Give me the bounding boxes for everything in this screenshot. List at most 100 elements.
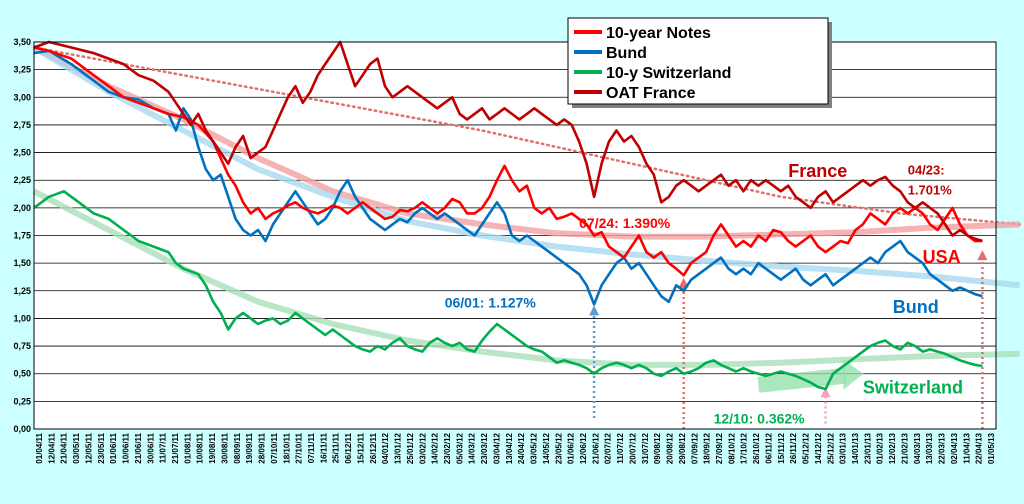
trendline-10-year-notes [32,44,1020,240]
x-tick-label: 07/10/11 [270,432,279,463]
y-tick-label: 0,00 [13,424,31,434]
y-tick-label: 2,50 [13,148,31,158]
annotation-label: USA [923,247,961,267]
annotations: France 04/23: 1.701% 07/24: 1.390% USA 06/01:… [445,161,963,427]
series-line-bund [33,49,983,306]
x-tick-label: 28/09/11 [258,432,267,463]
y-tick-label: 0,75 [13,341,31,351]
y-tick-label: 2,25 [13,175,31,185]
x-tick-label: 17/10/12 [740,432,749,464]
x-tick-label: 12/06/12 [579,432,588,464]
x-tick-label: 29/08/12 [678,432,687,464]
x-axis-ticks: 01/04/11 12/04/11 21/04/11 03/05/11 12/05/11… [35,432,996,464]
series-line-10-year-notes [33,46,983,277]
x-tick-label: 07/09/12 [690,432,699,464]
x-tick-label: 03/05/11 [72,432,81,463]
x-tick-label: 13/01/12 [394,432,403,464]
x-tick-label: 18/10/11 [282,432,291,463]
x-tick-label: 09/08/12 [653,432,662,464]
y-tick-label: 3,00 [13,92,31,102]
x-tick-label: 21/07/11 [171,432,180,463]
x-tick-label: 20/07/12 [629,432,638,464]
y-tick-label: 1,50 [13,258,31,268]
x-tick-label: 08/09/11 [233,432,242,463]
x-tick-label: 12/05/11 [85,432,94,463]
x-tick-label: 05/12/12 [802,432,811,464]
x-tick-label: 25/12/12 [826,432,835,464]
legend-entry: Bund [606,45,647,62]
legend: 10-year Notes Bund 10-y Switzerland OAT Fra… [567,17,832,108]
x-tick-label: 14/03/12 [468,432,477,464]
x-tick-label: 04/03/13 [913,432,922,464]
dotted-markers [589,250,988,429]
plot-border [33,41,997,430]
x-tick-label: 15/11/12 [777,432,786,463]
x-tick-label: 11/07/12 [616,432,625,463]
x-tick-label: 14/02/12 [431,432,440,464]
y-axis-ticks: 0,00 0,25 0,50 0,75 1,00 1,25 1,50 1,75 2,00 2,25… [13,37,31,434]
y-tick-label: 3,25 [13,65,31,75]
x-tick-label: 08/10/12 [727,432,736,464]
marker-arrowhead [589,305,600,316]
legend-entry: 10-year Notes [606,25,711,42]
x-tick-label: 11/07/11 [159,432,168,463]
x-tick-label: 21/06/12 [591,432,600,464]
x-tick-label: 15/12/11 [357,432,366,463]
x-tick-label: 14/05/12 [542,432,551,464]
x-tick-label: 19/09/11 [245,432,254,463]
x-tick-label: 04/01/12 [381,432,390,464]
x-tick-label: 23/05/11 [97,432,106,463]
x-tick-label: 11/04/13 [962,432,971,463]
y-tick-label: 2,75 [13,120,31,130]
x-tick-label: 26/12/11 [369,432,378,463]
x-tick-label: 25/11/11 [332,432,341,463]
x-tick-label: 02/04/13 [950,432,959,464]
annotation-label: France [788,161,847,181]
x-tick-label: 03/05/12 [530,432,539,464]
x-tick-label: 01/04/11 [35,432,44,463]
annotation-label: 04/23: [908,163,945,178]
x-tick-label: 30/08/11 [221,432,230,463]
x-tick-label: 23/02/12 [443,432,452,464]
x-tick-label: 21/02/13 [901,432,910,464]
legend-entry: OAT France [606,85,696,102]
x-tick-label: 23/03/12 [480,432,489,464]
y-tick-label: 1,25 [13,286,31,296]
x-tick-label: 21/06/11 [134,432,143,463]
x-tick-label: 19/08/11 [208,432,217,463]
x-tick-label: 10/08/11 [196,432,205,463]
y-tick-label: 1,00 [13,313,31,323]
x-tick-label: 03/04/12 [493,432,502,464]
x-tick-label: 07/11/11 [307,432,316,463]
x-tick-label: 23/01/13 [863,432,872,464]
x-tick-label: 31/07/12 [641,432,650,464]
y-tick-label: 0,50 [13,369,31,379]
x-tick-label: 01/05/13 [987,432,996,464]
x-tick-label: 02/07/12 [604,432,613,464]
x-tick-label: 13/04/12 [505,432,514,464]
x-tick-label: 22/04/13 [975,432,984,464]
x-tick-label: 01/06/12 [567,432,576,464]
annotation-label: 06/01: 1.127% [445,294,537,310]
annotation-label: 07/24: 1.390% [579,215,671,231]
marker-arrowhead [977,250,988,261]
x-tick-label: 12/02/13 [888,432,897,464]
x-tick-label: 06/11/12 [765,432,774,463]
legend-box [567,17,829,105]
x-tick-label: 18/09/12 [703,432,712,464]
x-tick-label: 12/04/11 [47,432,56,463]
x-tick-label: 30/06/11 [146,432,155,463]
x-tick-label: 01/08/11 [183,432,192,463]
x-tick-label: 03/02/12 [418,432,427,464]
x-tick-label: 24/04/12 [517,432,526,464]
x-tick-label: 14/01/13 [851,432,860,464]
x-tick-label: 16/11/11 [319,432,328,463]
trendline-oat-france [32,46,1021,226]
x-tick-label: 01/06/11 [109,432,118,463]
series-line-oat-france [33,40,983,243]
y-tick-label: 2,00 [13,203,31,213]
legend-entry: 10-y Switzerland [606,65,731,82]
y-tick-label: 3,50 [13,37,31,47]
y-tick-label: 1,75 [13,231,31,241]
